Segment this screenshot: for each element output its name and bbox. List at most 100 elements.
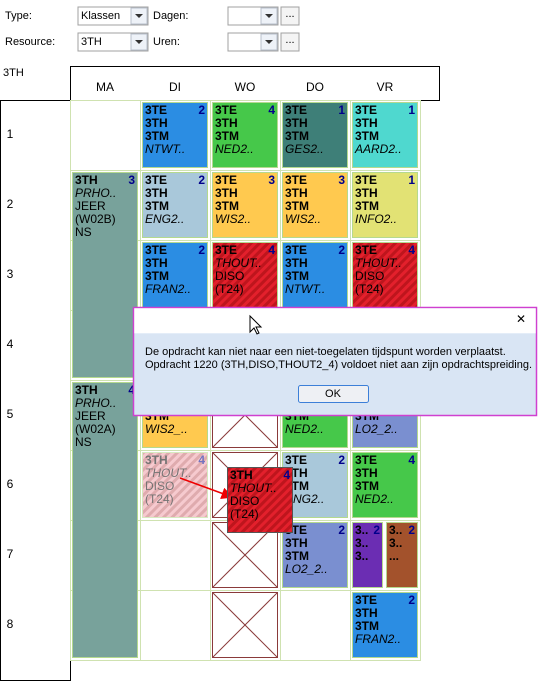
lesson-block xyxy=(352,452,418,518)
lesson-line: 3TH xyxy=(285,536,308,550)
lesson-line: 3TH xyxy=(285,256,308,270)
lesson-block xyxy=(142,242,208,308)
lesson-line: WIS2_.. xyxy=(145,422,188,436)
lesson-block xyxy=(212,172,278,238)
lesson-line: 3.. xyxy=(389,536,402,550)
lesson-line: 3TH xyxy=(145,116,168,130)
lesson-line: 3TM xyxy=(285,549,309,563)
lesson-line: WIS2.. xyxy=(215,212,251,226)
lesson-number: 4 xyxy=(198,453,205,467)
cross xyxy=(212,522,278,588)
lesson-line: 3TM xyxy=(285,199,309,213)
day-header xyxy=(70,66,440,101)
uren-browse[interactable] xyxy=(280,32,300,52)
lesson-number: 3 xyxy=(128,173,135,187)
lesson-line: FRAN2.. xyxy=(145,282,191,296)
dialog-message-2: Opdracht 1220 (3TH,DISO,THOUT2_4) voldoe… xyxy=(145,359,532,371)
lesson-line: PRHO.. xyxy=(75,396,116,410)
lesson-line: 3TE xyxy=(285,453,307,467)
lesson-line: THOUT.. xyxy=(145,466,192,480)
lesson-line: LO2_2.. xyxy=(355,422,398,436)
dagen-browse-text: ... xyxy=(285,8,294,20)
day-label: MA xyxy=(96,80,114,94)
cursor xyxy=(249,314,263,335)
cell xyxy=(140,590,211,661)
lesson-number: 4 xyxy=(283,468,290,482)
lesson-block xyxy=(282,522,348,588)
ok-button[interactable] xyxy=(298,385,369,403)
lesson-line: NTWT.. xyxy=(285,282,325,296)
hatch xyxy=(353,243,417,307)
lesson-line: 3TM xyxy=(355,129,379,143)
close-button[interactable]: ✕ xyxy=(516,312,526,326)
lesson-line: 3TM xyxy=(215,129,239,143)
lesson-line: 3TH xyxy=(355,466,378,480)
lesson-line: PRHO.. xyxy=(75,186,116,200)
lesson-block xyxy=(72,382,138,658)
lesson-line: 3TH xyxy=(75,383,98,397)
lesson-line: 3TE xyxy=(285,243,307,257)
period-label: 5 xyxy=(7,407,14,421)
lesson[interactable]: 3..3..... 2 xyxy=(386,522,418,588)
lesson-line: ENG2.. xyxy=(145,212,184,226)
lesson-number: 3 xyxy=(338,173,345,187)
lesson-block xyxy=(352,592,418,658)
lesson-line: (W02B) xyxy=(75,212,116,226)
lesson-line: AARD2.. xyxy=(354,142,402,156)
lesson-line: 3TM xyxy=(145,269,169,283)
lesson-line: 3TH xyxy=(355,606,378,620)
lesson-line: 3TH xyxy=(215,186,238,200)
lesson-line: DISO xyxy=(215,269,244,283)
lesson-number: 2 xyxy=(373,523,380,537)
lesson-number: 2 xyxy=(408,593,415,607)
day-label: DI xyxy=(169,80,181,94)
lesson-line: NTWT.. xyxy=(145,142,185,156)
cell xyxy=(280,590,351,661)
lesson-line: DISO xyxy=(145,479,174,493)
hatch xyxy=(213,243,277,307)
lesson-line: DISO xyxy=(355,269,384,283)
lesson-line: 3TE xyxy=(145,243,167,257)
lesson-line: 3TE xyxy=(215,103,237,117)
lesson-block xyxy=(212,102,278,168)
lesson-block xyxy=(352,102,418,168)
lesson-line: 3TE xyxy=(285,103,307,117)
lesson-number: 2 xyxy=(338,243,345,257)
dialog-message-1: De opdracht kan niet naar een niet-toege… xyxy=(145,346,506,358)
period-column xyxy=(0,100,71,681)
lesson-line: (T24) xyxy=(145,492,174,506)
period-label: 2 xyxy=(7,197,14,211)
lesson-line: 3TM xyxy=(145,129,169,143)
lesson-line: 3TM xyxy=(355,479,379,493)
dagen-browse[interactable] xyxy=(280,6,300,26)
lesson-line: 3TM xyxy=(355,619,379,633)
resource-label: Resource: xyxy=(5,36,55,48)
lesson-line: 3TH xyxy=(145,186,168,200)
lesson[interactable]: 3..3..3..2 xyxy=(352,522,383,588)
hatch xyxy=(143,453,207,517)
lesson-line: 3TE xyxy=(355,593,377,607)
lesson-number: 2 xyxy=(338,523,345,537)
lesson-block xyxy=(282,242,348,308)
